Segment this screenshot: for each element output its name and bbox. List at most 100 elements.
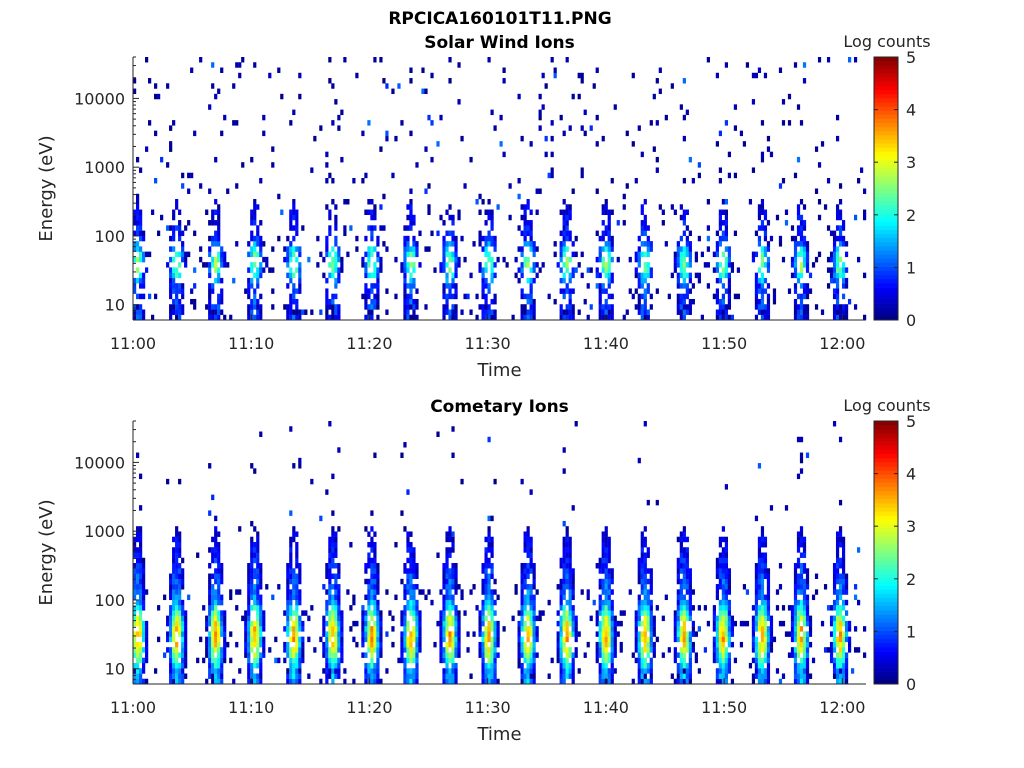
solar-wind-cell bbox=[568, 125, 572, 131]
cometary-colorbar-step bbox=[874, 655, 898, 660]
solar-wind-cell bbox=[799, 262, 804, 268]
cometary-cell bbox=[787, 605, 792, 611]
cometary-cell bbox=[403, 641, 407, 648]
cometary-cell bbox=[214, 557, 218, 564]
solar-wind-cell bbox=[220, 130, 224, 137]
cometary-cell bbox=[445, 536, 449, 543]
cometary-cell bbox=[445, 568, 449, 574]
solar-wind-cell bbox=[436, 230, 440, 237]
cometary-cell bbox=[328, 557, 332, 564]
cometary-cell bbox=[760, 526, 765, 532]
cometary-cell bbox=[286, 647, 290, 653]
solar-wind-cell bbox=[217, 220, 221, 226]
cometary-cell bbox=[334, 552, 338, 558]
cometary-cell bbox=[451, 647, 455, 653]
cometary-cell bbox=[277, 584, 281, 590]
cometary-cell bbox=[757, 662, 762, 669]
solar-wind-cell bbox=[562, 314, 566, 321]
cometary-cell bbox=[400, 610, 404, 616]
solar-wind-cell bbox=[760, 314, 765, 321]
solar-wind-cell bbox=[700, 314, 704, 321]
solar-wind-cell bbox=[679, 246, 683, 252]
solar-wind-cell bbox=[793, 262, 798, 268]
solar-wind-cell bbox=[295, 288, 299, 294]
cometary-cell bbox=[643, 678, 647, 685]
cometary-cell bbox=[490, 552, 494, 558]
cometary-cell bbox=[604, 668, 608, 674]
solar-wind-cell bbox=[217, 298, 221, 305]
cometary-cell bbox=[445, 605, 449, 611]
cometary-cell bbox=[208, 652, 212, 658]
solar-wind-cell bbox=[208, 188, 212, 194]
solar-wind-cell bbox=[529, 225, 533, 231]
solar-wind-cell bbox=[718, 298, 722, 305]
solar-wind-cell bbox=[250, 156, 254, 163]
cometary-cell bbox=[139, 668, 143, 674]
solar-wind-cell bbox=[598, 288, 602, 294]
cometary-cell bbox=[376, 657, 380, 664]
solar-wind-cell bbox=[409, 283, 413, 289]
solar-wind-cell bbox=[574, 267, 578, 273]
solar-wind-cell bbox=[688, 156, 692, 163]
cometary-cell bbox=[598, 578, 602, 585]
solar-wind-cell bbox=[766, 135, 771, 142]
solar-wind-cell bbox=[835, 262, 840, 268]
cometary-cell bbox=[643, 526, 647, 532]
cometary-cell bbox=[250, 662, 254, 669]
solar-wind-cell bbox=[535, 262, 539, 268]
cometary-cell bbox=[247, 631, 251, 637]
cometary-cell bbox=[571, 605, 575, 611]
cometary-cell bbox=[799, 678, 804, 685]
cometary-cell bbox=[328, 547, 332, 553]
cometary-cell bbox=[400, 657, 404, 664]
solar-wind-cell bbox=[532, 267, 536, 273]
solar-wind-cell bbox=[250, 283, 254, 289]
solar-wind-cell bbox=[571, 251, 575, 258]
cometary-cell bbox=[376, 652, 380, 658]
cometary-cell bbox=[715, 678, 719, 685]
solar-wind-cell bbox=[793, 172, 798, 179]
cometary-cell bbox=[598, 647, 602, 653]
solar-wind-cell bbox=[376, 298, 380, 305]
cometary-cell bbox=[223, 615, 227, 622]
solar-wind-cell bbox=[253, 304, 257, 310]
cometary-cell bbox=[607, 620, 611, 627]
cometary-cell bbox=[418, 636, 422, 643]
solar-wind-cell bbox=[286, 314, 290, 321]
cometary-cell bbox=[373, 573, 377, 579]
solar-wind-colorbar-step bbox=[874, 262, 898, 267]
cometary-cell bbox=[646, 626, 650, 632]
solar-wind-cell bbox=[256, 304, 260, 310]
cometary-cell bbox=[520, 610, 524, 616]
cometary-cell bbox=[481, 584, 485, 590]
cometary-cell bbox=[367, 589, 371, 595]
cometary-cell bbox=[793, 610, 798, 616]
solar-wind-cell bbox=[520, 267, 524, 273]
cometary-cell bbox=[295, 605, 299, 611]
cometary-cell bbox=[844, 584, 849, 590]
cometary-cell bbox=[529, 547, 533, 553]
solar-wind-cell bbox=[802, 309, 807, 315]
cometary-cell bbox=[526, 678, 530, 685]
cometary-cell bbox=[178, 589, 182, 595]
cometary-cell bbox=[415, 620, 419, 627]
cometary-cell bbox=[142, 594, 146, 601]
solar-wind-cell bbox=[676, 241, 680, 247]
solar-wind-cell bbox=[394, 135, 398, 142]
cometary-cell bbox=[787, 652, 792, 658]
solar-wind-cell bbox=[211, 83, 215, 89]
solar-wind-cell bbox=[835, 209, 840, 215]
solar-wind-cell bbox=[790, 235, 795, 242]
solar-wind-cell bbox=[412, 277, 416, 284]
solar-wind-cell bbox=[721, 209, 725, 215]
cometary-cell bbox=[238, 668, 242, 674]
cometary-cell bbox=[364, 673, 368, 679]
cometary-cell bbox=[349, 541, 353, 548]
solar-wind-cell bbox=[292, 309, 296, 315]
cometary-cell bbox=[448, 573, 452, 579]
solar-wind-y-axis-label: Energy (eV) bbox=[36, 135, 57, 241]
solar-wind-cell bbox=[298, 309, 302, 315]
cometary-cell bbox=[832, 589, 837, 595]
solar-wind-cell bbox=[718, 272, 722, 279]
solar-wind-cell bbox=[367, 251, 371, 258]
